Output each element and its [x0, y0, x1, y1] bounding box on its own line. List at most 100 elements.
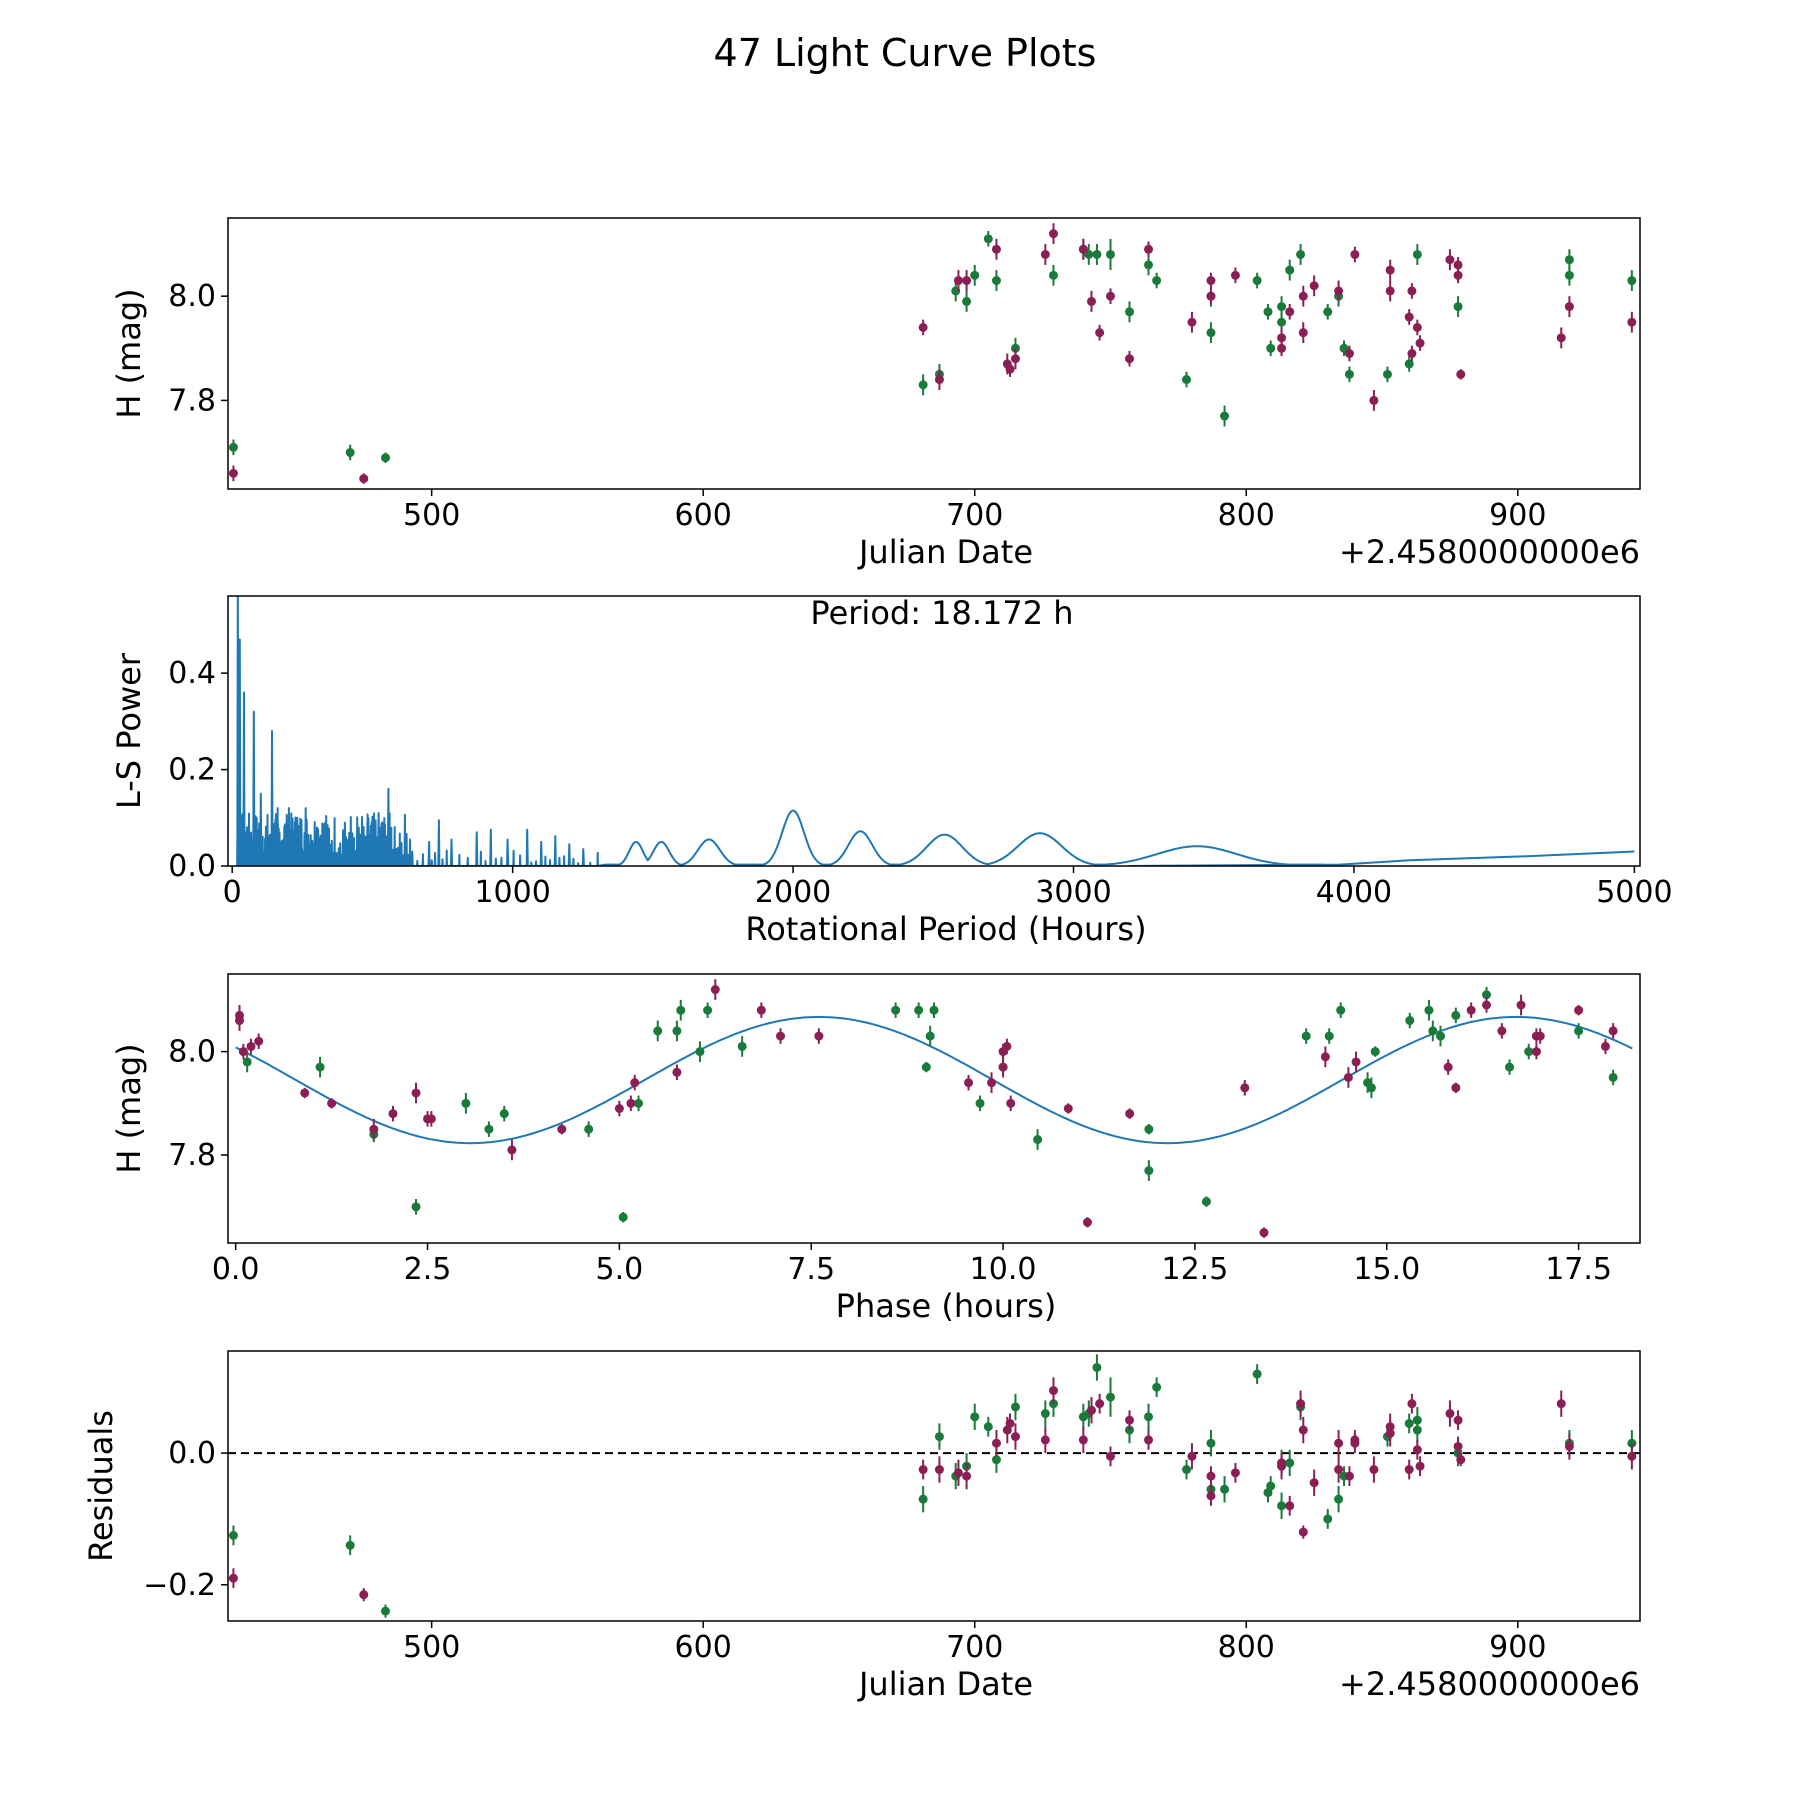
marker — [626, 1098, 636, 1108]
marker — [1564, 302, 1574, 312]
data-point — [1144, 1403, 1154, 1431]
marker — [1350, 1438, 1360, 1448]
marker — [1086, 296, 1096, 306]
data-point — [1006, 1095, 1016, 1112]
data-point — [964, 1074, 974, 1091]
y-tick-label: 8.0 — [168, 279, 216, 314]
marker — [634, 1098, 644, 1108]
marker — [1412, 322, 1422, 332]
marker — [1334, 1465, 1344, 1475]
marker — [918, 1494, 928, 1504]
marker — [1424, 1005, 1434, 1015]
lc-panel: 500 600 700 800 900 7.8 8.0 Julian Date H (mag) +… — [110, 217, 1641, 571]
x-tick-label: 900 — [1489, 498, 1546, 533]
data-point — [1344, 366, 1354, 383]
marker — [653, 1026, 663, 1036]
phase-plot-area — [235, 979, 1633, 1238]
data-point — [1298, 1416, 1308, 1444]
marker — [1298, 1527, 1308, 1537]
marker — [1106, 249, 1115, 259]
data-point — [1350, 246, 1360, 263]
marker — [1435, 1031, 1445, 1041]
marker — [1125, 354, 1135, 364]
marker — [1428, 1026, 1438, 1036]
res-x-axis-label: Julian Date — [857, 1665, 1033, 1703]
marker — [1323, 1514, 1333, 1524]
lc-series-magenta — [228, 223, 1637, 484]
phase-x-axis-label: Phase (hours) — [836, 1287, 1057, 1325]
marker — [1556, 1399, 1566, 1409]
data-point — [1144, 1160, 1154, 1181]
marker — [710, 985, 720, 995]
y-tick-label: 8.0 — [168, 1035, 216, 1070]
marker — [1106, 291, 1115, 301]
data-point — [1497, 1023, 1507, 1039]
data-point — [1201, 1196, 1211, 1207]
marker — [983, 234, 993, 244]
data-point — [1334, 1430, 1344, 1457]
res-panel: 500 600 700 800 900 −0.2 0.0 Julian Date Residua… — [82, 1350, 1641, 1703]
marker — [630, 1078, 640, 1088]
data-point — [953, 270, 963, 291]
x-tick-label: 600 — [675, 1630, 732, 1665]
marker — [964, 1078, 974, 1088]
data-point — [1524, 1043, 1534, 1060]
data-point — [1144, 254, 1154, 276]
data-point — [1002, 1038, 1012, 1055]
marker — [1412, 1415, 1422, 1425]
x-tick-label: 600 — [675, 498, 732, 533]
data-point — [235, 1005, 245, 1026]
marker — [1040, 249, 1050, 259]
marker — [1263, 307, 1273, 317]
marker — [614, 1104, 624, 1113]
marker — [359, 1590, 369, 1600]
marker — [1266, 1481, 1276, 1491]
y-tick-label: 0.4 — [168, 656, 216, 691]
data-point — [1334, 1486, 1344, 1513]
data-point — [814, 1028, 824, 1044]
y-tick-label: 7.8 — [168, 383, 216, 418]
marker — [934, 1465, 944, 1475]
data-point — [1078, 1426, 1088, 1454]
marker — [1206, 291, 1216, 301]
marker — [991, 276, 1001, 286]
data-point — [254, 1033, 264, 1050]
marker — [345, 1540, 355, 1550]
data-point — [1106, 1446, 1115, 1467]
data-point — [1125, 1108, 1135, 1119]
marker — [1106, 1451, 1115, 1461]
data-point — [991, 238, 1001, 260]
marker — [1201, 1197, 1211, 1207]
marker — [315, 1062, 325, 1072]
marker — [676, 1005, 686, 1015]
marker — [1344, 369, 1354, 379]
data-point — [1382, 366, 1392, 383]
marker — [380, 453, 390, 463]
data-point — [737, 1036, 747, 1057]
marker — [1535, 1031, 1545, 1041]
data-point — [1323, 303, 1333, 320]
marker — [1092, 249, 1102, 259]
marker — [618, 1212, 628, 1222]
marker — [703, 1005, 713, 1015]
marker — [918, 322, 928, 332]
data-point — [1309, 275, 1319, 297]
data-point — [1404, 1459, 1414, 1480]
marker — [1285, 307, 1295, 317]
data-point — [634, 1095, 644, 1112]
data-point — [1412, 244, 1422, 265]
marker — [254, 1036, 264, 1046]
data-point — [618, 1211, 628, 1223]
data-point — [1298, 322, 1308, 344]
data-point — [557, 1124, 567, 1135]
phase-axes-frame — [227, 973, 1641, 1244]
data-point — [1063, 1103, 1073, 1114]
data-point — [970, 1403, 980, 1431]
data-point — [962, 1462, 972, 1490]
marker — [1334, 1438, 1344, 1448]
data-point — [1010, 1423, 1020, 1450]
data-point — [380, 1604, 390, 1618]
data-point — [614, 1100, 624, 1117]
marker — [1453, 302, 1463, 312]
data-point — [970, 264, 980, 286]
